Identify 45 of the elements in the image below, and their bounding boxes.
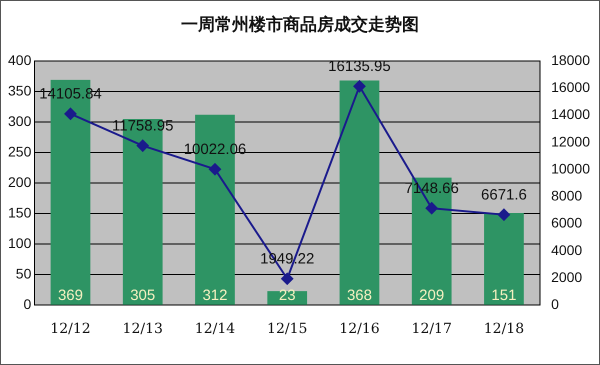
y-tick-label: 250 — [8, 143, 32, 160]
y-tick-label: 150 — [8, 204, 32, 220]
point — [208, 163, 221, 176]
y2-tick-label: 14000 — [551, 106, 590, 122]
x-tick-label: 12/14 — [194, 321, 236, 338]
point — [281, 272, 294, 285]
x-tick-label: 12/18 — [484, 321, 524, 338]
point — [498, 208, 510, 221]
y2-tick-label: 6000 — [551, 214, 582, 231]
y2-tick-label: 0 — [551, 296, 560, 312]
y2-tick-label: 8000 — [551, 188, 582, 204]
y2-tick-label: 18000 — [551, 52, 590, 68]
point — [64, 108, 76, 120]
bar — [484, 213, 524, 305]
data-label: 151 — [491, 286, 516, 304]
y-tick-label: 0 — [24, 296, 32, 312]
data-label: 209 — [419, 286, 444, 304]
point — [353, 80, 366, 92]
data-label: 23 — [278, 286, 296, 304]
y2-tick-label: 12000 — [551, 133, 590, 150]
data-label: 312 — [202, 286, 228, 304]
data-label: 368 — [346, 286, 372, 304]
y2-tick-label: 10000 — [551, 160, 590, 176]
y2-tick-label: 4000 — [551, 242, 582, 258]
y-tick-label: 100 — [8, 235, 32, 252]
data-label: 6671.6 — [481, 186, 527, 204]
x-tick-label: 12/13 — [122, 321, 163, 338]
y-tick-label: 350 — [8, 82, 32, 98]
y-tick-label: 200 — [8, 174, 32, 190]
bar — [340, 80, 380, 305]
y-tick-label: 50 — [16, 266, 32, 282]
y2-tick-label: 2000 — [551, 268, 582, 285]
point — [136, 140, 149, 152]
point — [426, 202, 438, 214]
chart-title: 一周常州楼市商品房成交走势图 — [180, 14, 420, 36]
x-tick-label: 12/17 — [412, 321, 452, 338]
x-tick-label: 12/12 — [50, 321, 91, 338]
data-label: 369 — [58, 286, 83, 304]
y-tick-label: 400 — [8, 52, 32, 68]
x-tick-label: 12/15 — [267, 321, 308, 338]
y-tick-label: 300 — [8, 112, 32, 129]
data-label: 16135.95 — [328, 58, 391, 75]
y2-tick-label: 16000 — [551, 78, 590, 95]
data-label: 305 — [130, 286, 156, 304]
x-tick-label: 12/16 — [339, 321, 380, 338]
